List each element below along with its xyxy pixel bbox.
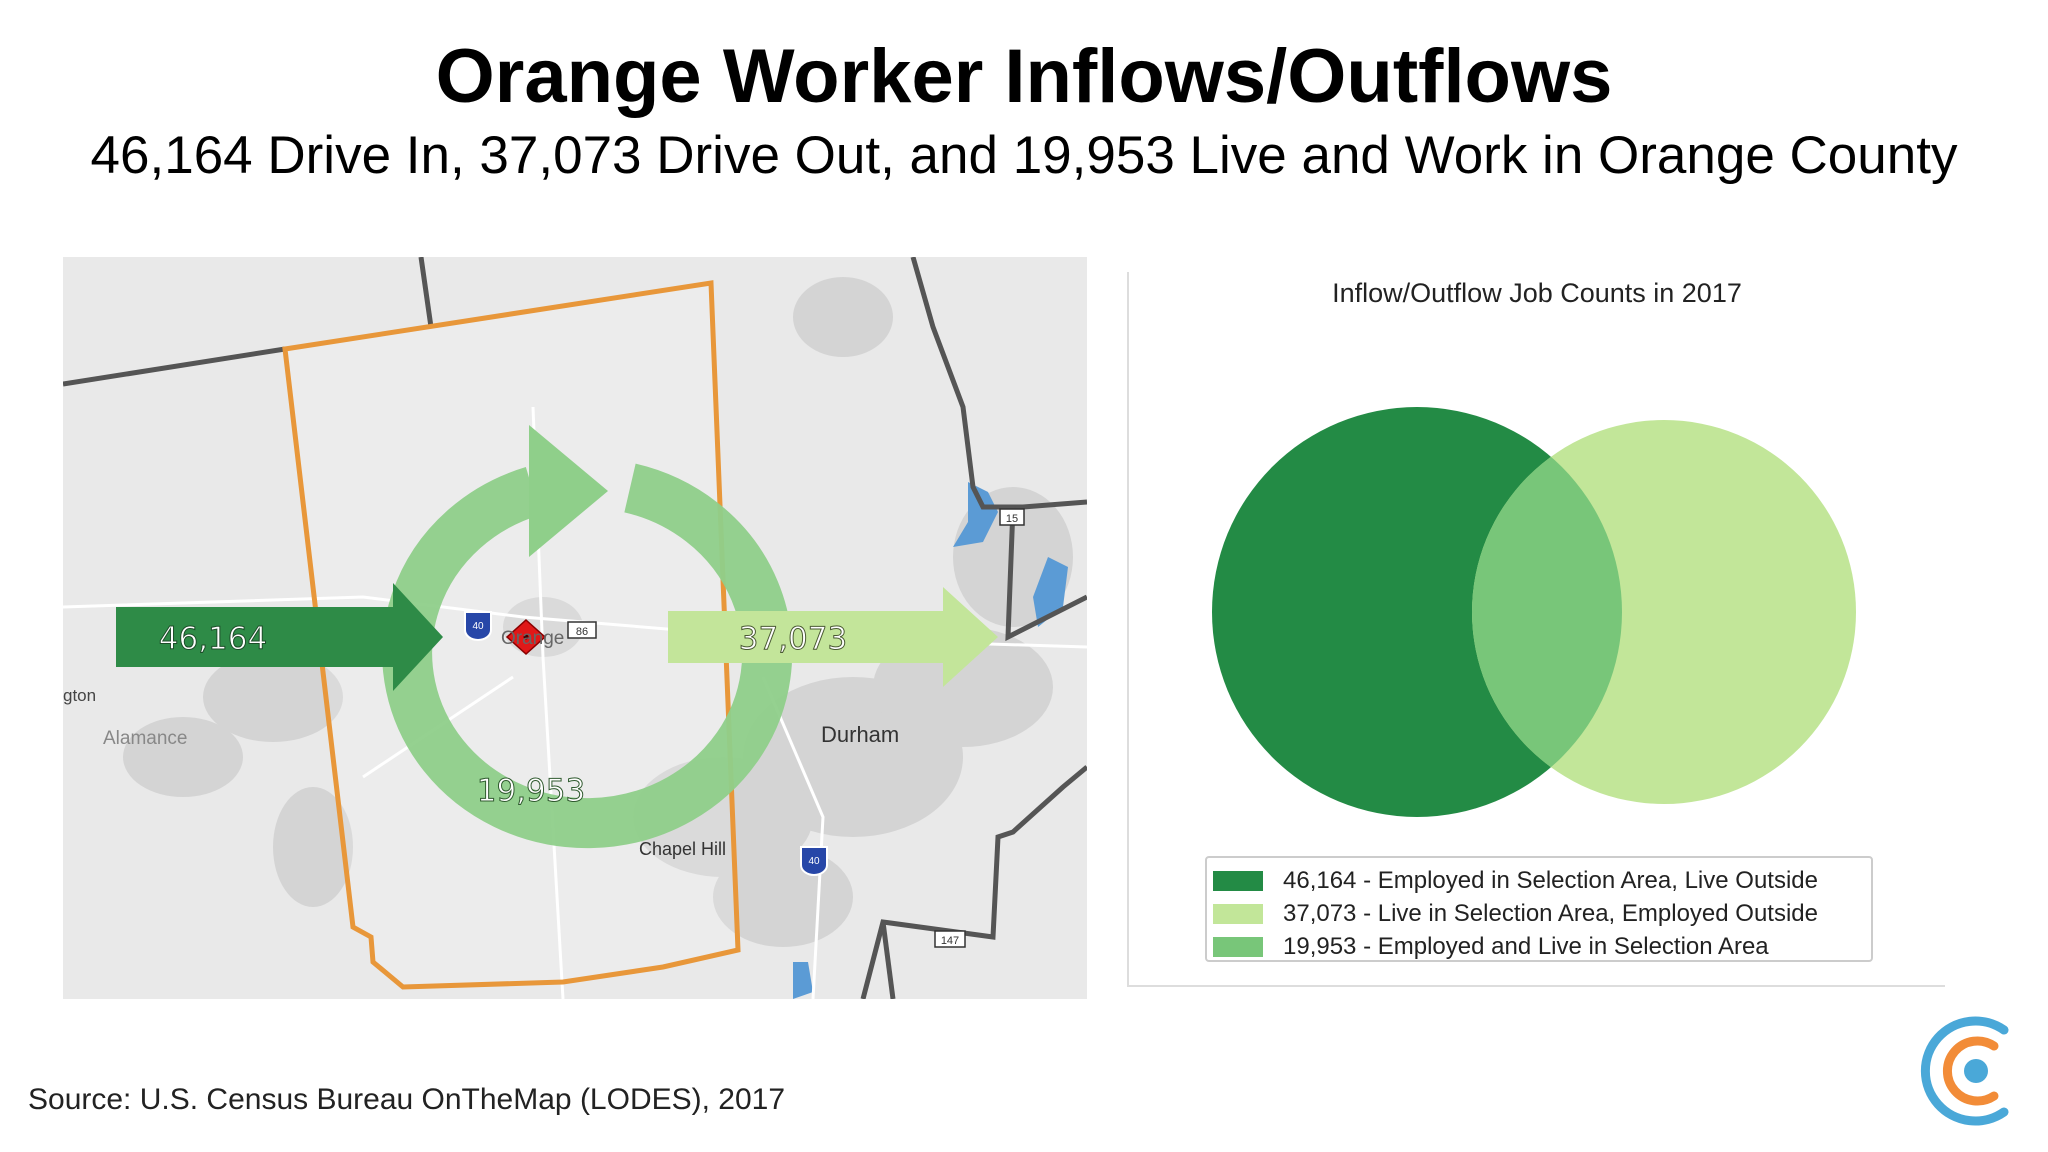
i40-north-shield: 40 (464, 611, 492, 641)
venn-title: Inflow/Outflow Job Counts in 2017 (1332, 278, 1742, 308)
slide-title: Orange Worker Inflows/Outflows (435, 34, 1613, 119)
venn-panel: Inflow/Outflow Job Counts in 2017 46,164… (1127, 272, 1945, 987)
inflow-value: 46,164 (159, 621, 267, 657)
i40-south-shield: 40 (800, 846, 828, 876)
outflow-arrow (668, 587, 998, 687)
i40-north-label: 40 (472, 621, 484, 632)
brand-logo-icon (1920, 1016, 2009, 1126)
us147-label: 147 (941, 935, 959, 947)
nc86-shield: 86 (567, 621, 597, 639)
legend-swatch-outflow (1213, 903, 1263, 924)
place-label-alamance: Alamance (103, 728, 188, 749)
legend-item-internal: 19,953 - Employed and Live in Selection … (1207, 930, 1871, 963)
place-label-orange: Orange (501, 628, 564, 649)
venn-diagram (1212, 407, 1856, 817)
venn-overlap-employed-and-live (1472, 420, 1622, 804)
outflow-value: 37,073 (739, 621, 847, 657)
us15-label: 15 (1006, 513, 1018, 525)
legend-label-internal: 19,953 - Employed and Live in Selection … (1283, 932, 1769, 960)
internal-value: 19,953 (477, 773, 585, 809)
us15-shield: 15 (999, 508, 1025, 526)
legend-label-outflow: 37,073 - Live in Selection Area, Employe… (1283, 899, 1818, 927)
legend-item-outflow: 37,073 - Live in Selection Area, Employe… (1207, 897, 1871, 930)
legend-label-inflow: 46,164 - Employed in Selection Area, Liv… (1283, 866, 1818, 894)
nc86-label: 86 (576, 626, 588, 638)
internal-flow-arrow (382, 425, 793, 849)
legend-swatch-internal (1213, 936, 1263, 957)
source-citation: Source: U.S. Census Bureau OnTheMap (LOD… (28, 1083, 786, 1116)
place-label-durham: Durham (821, 722, 899, 747)
slide-subtitle: 46,164 Drive In, 37,073 Drive Out, and 1… (90, 126, 1958, 185)
legend-item-inflow: 46,164 - Employed in Selection Area, Liv… (1207, 864, 1871, 897)
map-canvas: 40 40 86 15 147 Orange Durham Chapel Hil… (63, 257, 1087, 999)
place-label-burlington: gton (63, 686, 96, 705)
selection-marker (505, 618, 547, 656)
inflow-arrow (116, 583, 443, 691)
us147-shield: 147 (934, 930, 966, 948)
place-label-chapel-hill: Chapel Hill (639, 839, 726, 859)
i40-south-label: 40 (808, 856, 820, 867)
legend-swatch-inflow (1213, 870, 1263, 891)
venn-legend: 46,164 - Employed in Selection Area, Liv… (1205, 856, 1873, 962)
county-lines (63, 257, 1087, 999)
inflow-outflow-map: 40 40 86 15 147 Orange Durham Chapel Hil… (63, 257, 1087, 999)
urban-areas (123, 277, 1073, 947)
